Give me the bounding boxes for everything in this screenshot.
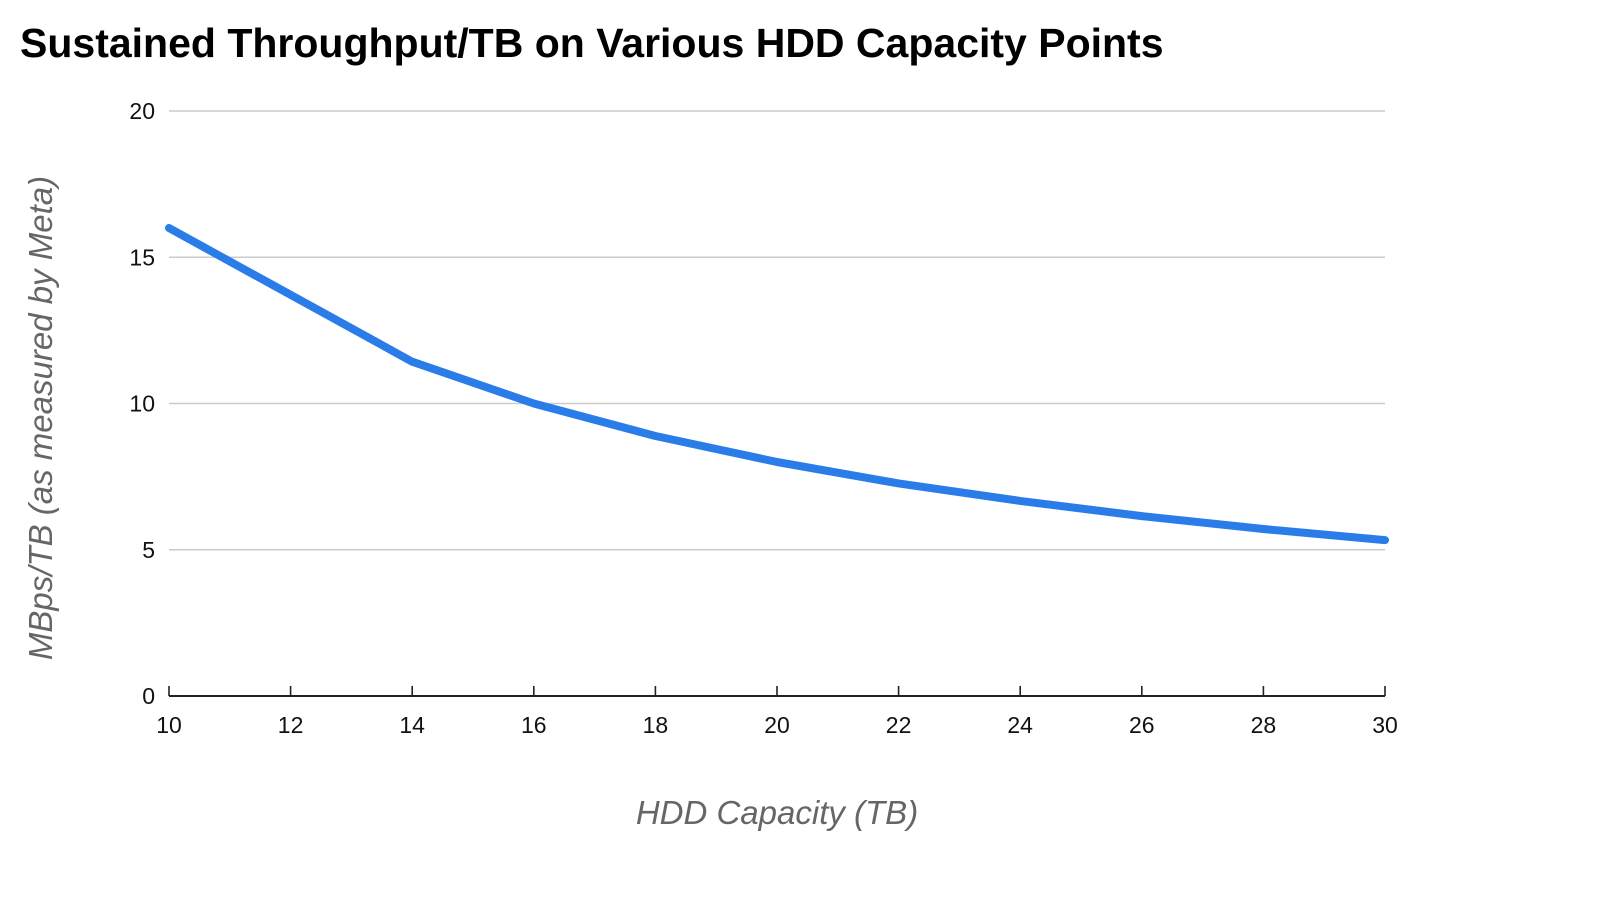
y-axis-title: MBps/TB (as measured by Meta)	[22, 176, 59, 660]
x-tick-label: 22	[886, 712, 912, 738]
x-tick-label: 28	[1251, 712, 1277, 738]
series	[165, 224, 1389, 545]
y-tick-label: 0	[142, 683, 155, 709]
tick-labels: 0 5 10 15 20 10 12 14 16 18 20 22 24 26 28 30	[129, 98, 1397, 738]
x-tick-label: 12	[278, 712, 304, 738]
x-tick-label: 30	[1372, 712, 1398, 738]
x-tick-label: 14	[399, 712, 425, 738]
x-axis-title: HDD Capacity (TB)	[636, 794, 918, 831]
x-tick-label: 24	[1007, 712, 1033, 738]
y-tick-label: 10	[129, 391, 155, 417]
y-tick-label: 15	[129, 244, 155, 270]
y-tick-label: 20	[129, 98, 155, 124]
series-line	[165, 224, 1389, 545]
y-tick-label: 5	[142, 537, 155, 563]
x-tick-label: 10	[156, 712, 182, 738]
axes	[168, 686, 1386, 697]
chart-title: Sustained Throughput/TB on Various HDD C…	[20, 20, 1164, 66]
x-tick-label: 26	[1129, 712, 1155, 738]
x-tick-label: 18	[643, 712, 669, 738]
x-tick-label: 20	[764, 712, 790, 738]
grid-lines	[169, 110, 1385, 551]
x-tick-label: 16	[521, 712, 547, 738]
